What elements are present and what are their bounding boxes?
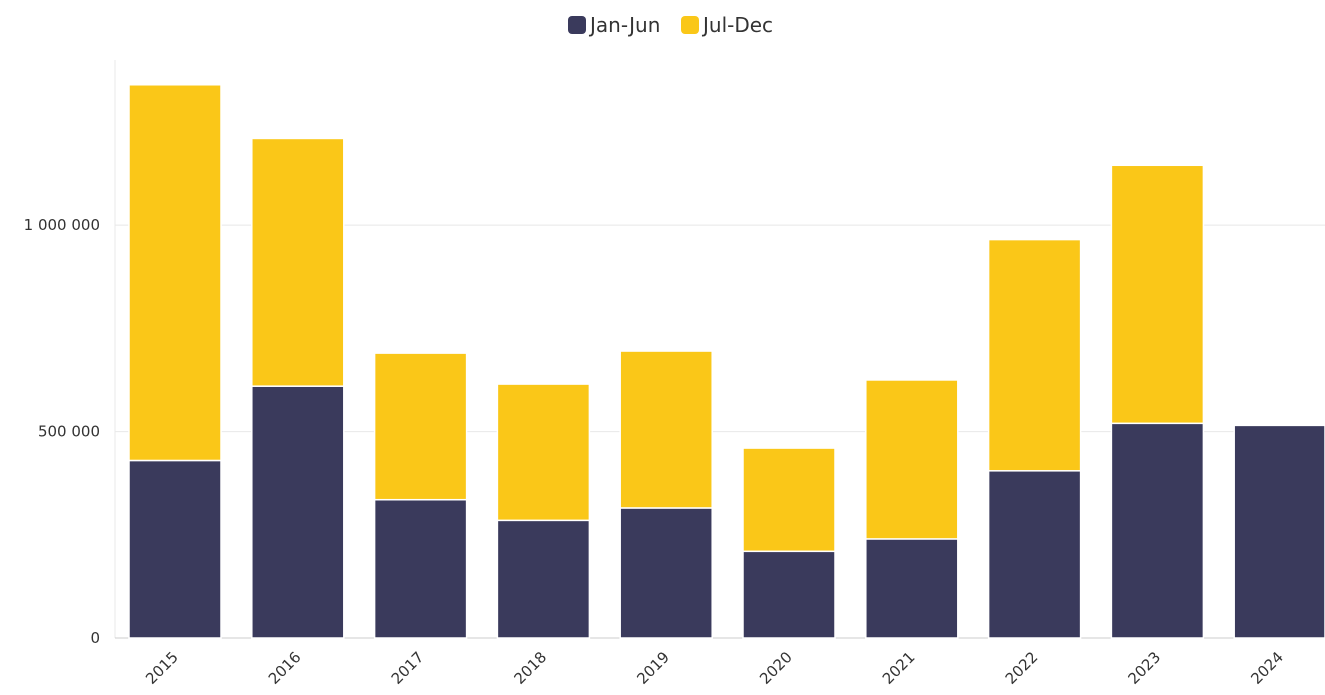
bar-jan-jun-2024[interactable] [1233, 424, 1325, 639]
legend-swatch [681, 16, 699, 34]
bar-jan-jun-2022[interactable] [987, 470, 1082, 639]
bar-jan-jun-2017[interactable] [373, 498, 468, 639]
x-axis: 2015 2016 2017 2018 2019 2020 2021 2022 2023 2024 [142, 648, 1287, 688]
x-tick-label: 2018 [510, 648, 550, 688]
legend-label: Jan-Jun [588, 13, 660, 37]
bars [128, 84, 1325, 639]
x-tick-label: 2023 [1124, 648, 1164, 688]
y-axis: 0 500 000 1 000 000 [24, 216, 100, 647]
x-tick-label: 2020 [756, 648, 796, 688]
legend-label: Jul-Dec [701, 13, 773, 37]
bar-jul-dec-2018[interactable] [496, 383, 591, 522]
bar-jan-jun-2016[interactable] [251, 385, 345, 639]
bar-jul-dec-2015[interactable] [128, 84, 222, 462]
bar-jan-jun-2020[interactable] [742, 550, 836, 639]
x-tick-label: 2019 [633, 648, 673, 688]
x-tick-label: 2022 [1002, 648, 1042, 688]
bar-jul-dec-2017[interactable] [373, 352, 468, 501]
bar-jul-dec-2016[interactable] [251, 137, 345, 387]
bar-jul-dec-2023[interactable] [1110, 164, 1205, 425]
bar-jan-jun-2023[interactable] [1110, 422, 1205, 639]
legend-swatch [568, 16, 586, 34]
x-tick-label: 2017 [388, 648, 428, 688]
x-tick-label: 2015 [142, 648, 182, 688]
x-tick-label: 2021 [879, 648, 919, 688]
y-tick-label: 500 000 [38, 423, 100, 441]
x-tick-label: 2024 [1247, 648, 1287, 688]
bar-jan-jun-2019[interactable] [619, 507, 713, 639]
bar-jan-jun-2021[interactable] [865, 538, 959, 639]
bar-jul-dec-2021[interactable] [865, 379, 959, 540]
bar-jul-dec-2022[interactable] [987, 238, 1082, 472]
legend: Jan-Jun Jul-Dec [568, 13, 773, 37]
bar-jul-dec-2020[interactable] [742, 447, 836, 553]
y-tick-label: 1 000 000 [24, 216, 100, 234]
y-tick-label: 0 [90, 629, 100, 647]
x-tick-label: 2016 [265, 648, 305, 688]
bar-jan-jun-2015[interactable] [128, 459, 222, 639]
bar-jul-dec-2019[interactable] [619, 350, 713, 509]
bar-jan-jun-2018[interactable] [496, 519, 591, 639]
